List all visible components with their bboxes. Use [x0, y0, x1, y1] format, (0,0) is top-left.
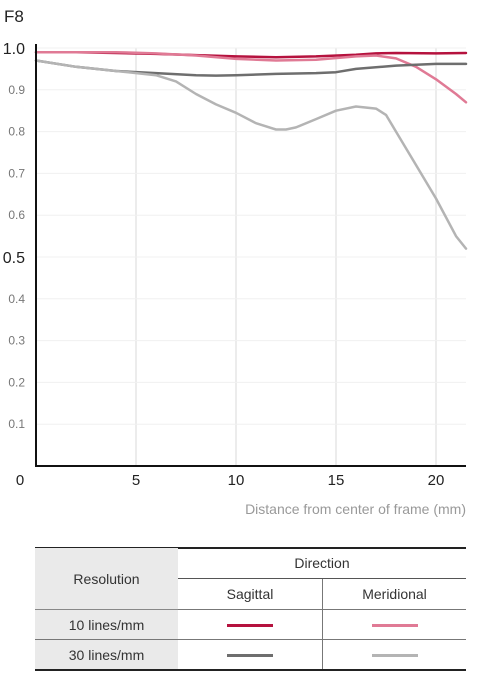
- direction-header: Direction: [178, 548, 466, 579]
- x-tick-label: 20: [428, 472, 445, 489]
- mtf-chart: F8 0.1 0.2 0.3 0.4 0.5 0.6 0.7 0.8 0.9 1.0 0 5 10 15 2…: [3, 7, 468, 517]
- x-tick-label: 10: [228, 472, 245, 489]
- x-axis-label: Distance from center of frame (mm): [245, 501, 466, 517]
- legend-row: 30 lines/mm: [35, 639, 467, 670]
- grid: [36, 47, 466, 466]
- x-tick-label: 15: [328, 472, 345, 489]
- legend-cell-sagittal: [178, 639, 323, 669]
- axes: [35, 44, 466, 467]
- meridional-10-swatch: [371, 624, 418, 628]
- y-tick-label: 0.9: [8, 83, 25, 97]
- tick-labels: 0.1 0.2 0.3 0.4 0.5 0.6 0.7 0.8 0.9 1.0 0 5 10 15 20: [3, 41, 445, 489]
- legend-cell-meridional: [322, 609, 466, 640]
- y-tick-label: 0.6: [8, 208, 25, 222]
- chart-title: F8: [4, 7, 24, 26]
- x-tick-label: 0: [16, 472, 24, 489]
- legend-cell-sagittal: [178, 609, 323, 640]
- y-tick-label: 0.2: [8, 375, 25, 389]
- sagittal-header: Sagittal: [178, 578, 323, 610]
- x-tick-label: 5: [132, 472, 140, 489]
- series-lines: [34, 50, 468, 250]
- series-line-mer10: [34, 50, 468, 104]
- y-tick-label: 0.8: [8, 125, 25, 139]
- resolution-header: Resolution: [35, 548, 178, 610]
- y-tick-label: 0.1: [8, 417, 25, 431]
- sagittal-10-swatch: [227, 624, 273, 628]
- meridional-30-swatch: [371, 654, 418, 658]
- legend-table: Resolution Direction Sagittal Meridional…: [35, 548, 466, 669]
- y-tick-label: 1.0: [3, 41, 25, 58]
- y-tick-label: 0.3: [8, 334, 25, 348]
- legend-cell-meridional: [323, 640, 467, 670]
- y-tick-label: 0.5: [3, 250, 25, 267]
- legend-row-label: 10 lines/mm: [35, 609, 178, 640]
- y-tick-label: 0.4: [8, 292, 25, 306]
- legend-bottom-rule: [35, 669, 466, 671]
- legend-row: 10 lines/mm: [35, 609, 466, 640]
- series-line-sag30: [34, 59, 468, 77]
- series-line-mer30: [34, 59, 468, 250]
- sagittal-30-swatch: [227, 654, 273, 658]
- y-tick-label: 0.7: [8, 166, 25, 180]
- meridional-header: Meridional: [322, 578, 466, 610]
- legend-row-label: 30 lines/mm: [35, 639, 178, 669]
